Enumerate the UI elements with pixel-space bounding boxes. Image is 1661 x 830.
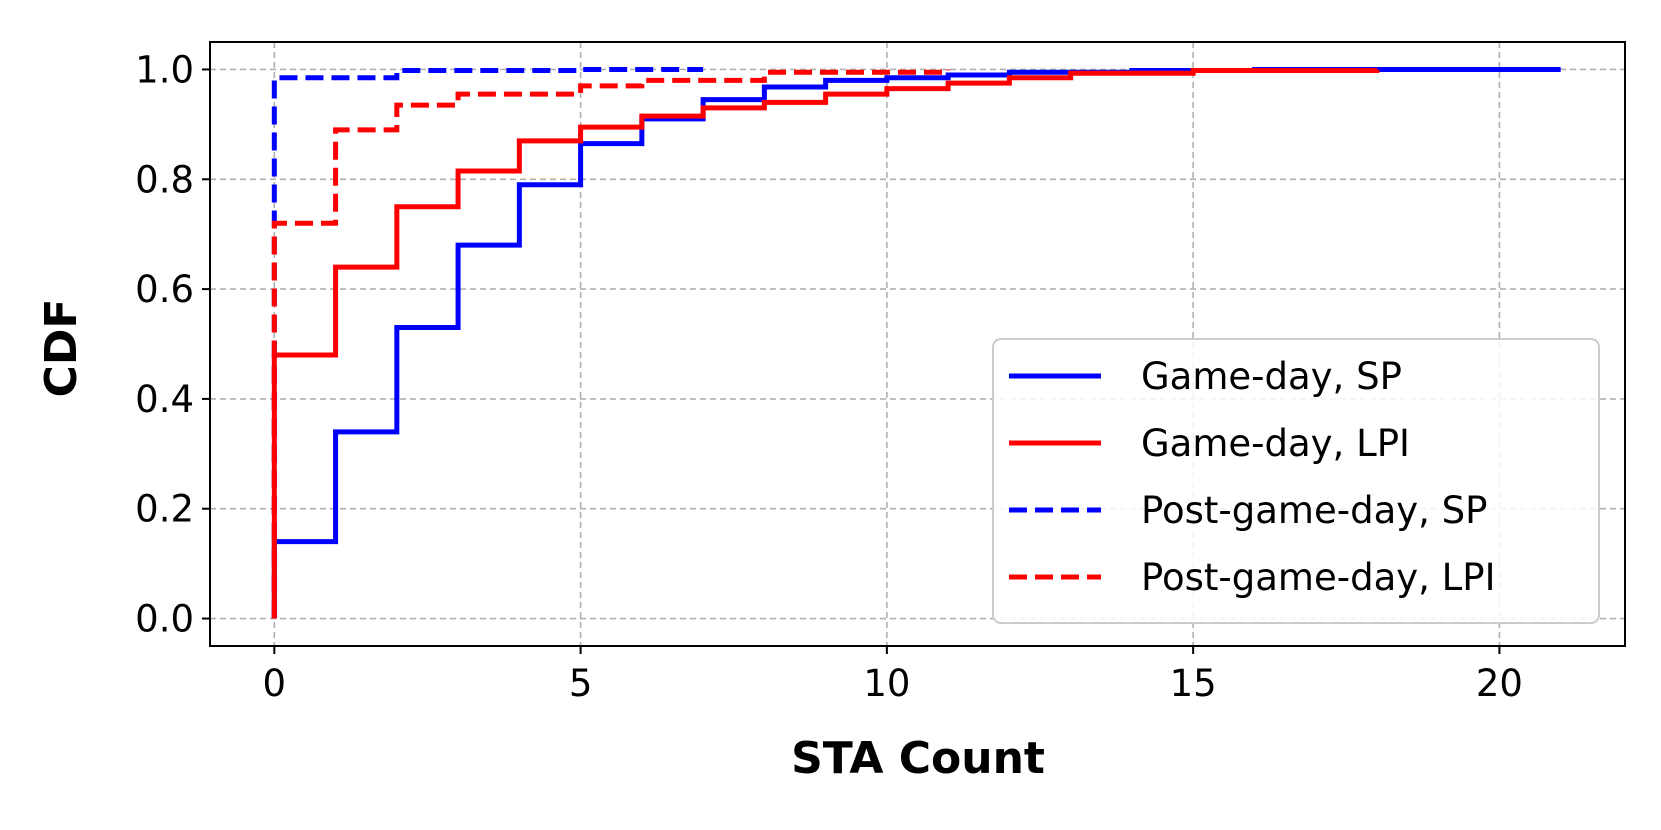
y-tick-label: 1.0 (135, 48, 194, 91)
x-tick-label: 10 (863, 662, 910, 705)
axis-ticks: 0 5 10 15 20 0.0 0.2 0.4 0.6 0.8 1.0 (135, 48, 1523, 705)
series-line-2 (271, 66, 704, 619)
plot-frame (209, 41, 1626, 647)
legend-label: Post-game-day, SP (1141, 489, 1487, 532)
x-tick-label: 0 (263, 662, 287, 705)
legend-label: Game-day, SP (1141, 355, 1402, 398)
y-tick-label: 0.6 (135, 268, 194, 311)
y-axis-title: CDF (36, 299, 87, 398)
y-tick-label: 0.8 (135, 158, 194, 201)
legend: Game-day, SP Game-day, LPI Post-game-day, … (992, 338, 1600, 624)
y-tick-label: 0.0 (135, 598, 194, 641)
x-tick-label: 15 (1170, 662, 1217, 705)
series-line-1 (271, 68, 1380, 619)
legend-label: Post-game-day, LPI (1141, 556, 1496, 599)
legend-label: Game-day, LPI (1141, 422, 1410, 465)
y-tick-label: 0.4 (135, 378, 194, 421)
x-tick-label: 5 (569, 662, 593, 705)
x-tick-label: 20 (1476, 662, 1523, 705)
series-lines (271, 66, 1561, 619)
x-axis-title: STA Count (791, 733, 1045, 784)
y-tick-label: 0.2 (135, 488, 194, 531)
legend-box (992, 338, 1600, 624)
series-line-3 (271, 69, 951, 619)
